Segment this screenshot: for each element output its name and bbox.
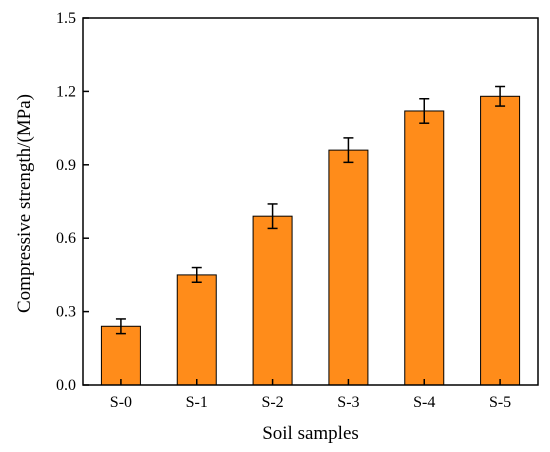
error-bar-s-1 [191,266,202,283]
y-tick-label: 1.2 [56,83,76,100]
error-bar-s-4 [419,97,430,124]
x-tick-label: S-2 [261,394,283,411]
y-axis-label: Compressive strength/(MPa) [14,94,35,313]
bar-s-0 [100,325,141,386]
x-tick-label: S-0 [110,394,132,411]
error-bar-s-2 [267,203,278,230]
x-axis-ticks: S-0 S-1 S-2 S-3 S-4 S-5 [110,379,511,411]
bar-s-4 [404,110,445,386]
y-tick-label: 1.5 [56,10,76,27]
x-tick-label: S-1 [186,394,208,411]
y-tick-label: 0.6 [56,230,76,247]
x-tick-label: S-3 [337,394,359,411]
bar-s-2 [252,215,293,386]
error-bar-s-5 [495,85,506,107]
y-axis-ticks: 0.0 0.3 0.6 0.9 1.2 1.5 [56,10,89,394]
plot-frame [82,17,539,386]
x-tick-label: S-5 [489,394,511,411]
bar-s-3 [328,149,369,386]
y-tick-label: 0.9 [56,157,76,174]
y-tick-label: 0.3 [56,304,76,321]
x-tick-label: S-4 [413,394,435,411]
error-bar-s-0 [115,318,126,335]
y-tick-label: 0.0 [56,377,76,394]
bars-group [100,95,521,386]
error-bar-s-3 [343,137,354,164]
bar-s-5 [480,95,521,386]
error-bars-group [115,85,506,335]
bar-s-1 [176,274,217,386]
x-axis-label: Soil samples [262,423,359,444]
